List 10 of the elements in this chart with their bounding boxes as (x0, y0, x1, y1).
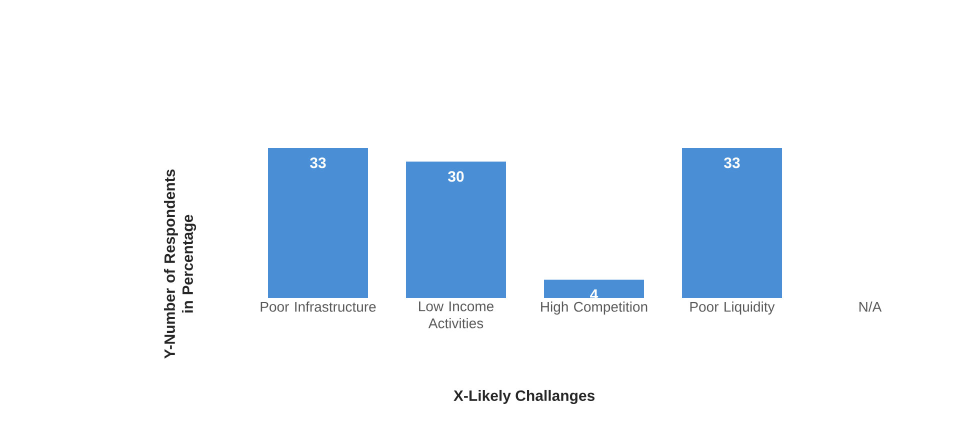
x-tick-label: N/A (859, 302, 882, 312)
x-tick-label: Poor Liquidity (690, 302, 775, 315)
x-axis-title: X-Likely Challanges (454, 390, 595, 404)
x-tick-label: Poor Infrastructure (260, 302, 376, 312)
data-label: 33 (724, 158, 740, 168)
data-label: 33 (310, 158, 326, 168)
x-tick-label: Low Income Activities (419, 302, 494, 328)
data-label: 30 (448, 171, 464, 182)
y-axis-title: Y-Number of Respondents in Percentage (164, 170, 196, 359)
x-tick-label: High Competition (541, 302, 648, 315)
